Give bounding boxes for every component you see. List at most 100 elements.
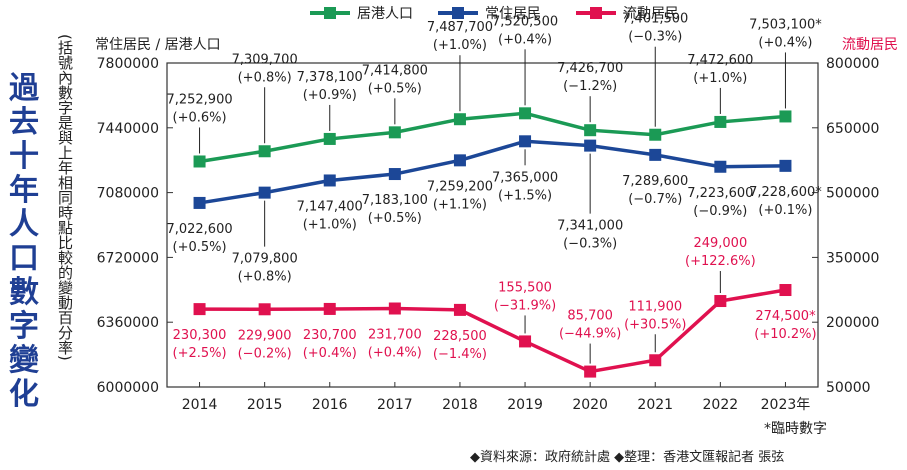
data-point xyxy=(519,335,532,348)
data-label-change: (+1.5%) xyxy=(498,188,552,203)
x-tick-label: 2022 xyxy=(703,397,739,413)
data-label: 7,472,600 xyxy=(687,53,753,68)
data-label-change: (+0.9%) xyxy=(303,88,357,103)
data-label-change: (+0.1%) xyxy=(758,203,812,218)
data-label-change: (−0.2%) xyxy=(238,346,292,361)
data-label: 7,426,700 xyxy=(557,61,623,76)
source-note: ◆資料來源：政府統計處 ◆整理：香港文匯報記者 張弦 xyxy=(470,450,785,465)
data-point xyxy=(323,302,336,315)
data-label: 7,259,200 xyxy=(427,179,493,194)
data-label: 7,228,600* xyxy=(749,185,822,200)
data-point xyxy=(779,159,792,172)
data-point xyxy=(258,186,271,199)
series-line-1 xyxy=(199,111,786,164)
legend-marker xyxy=(324,7,336,19)
data-point xyxy=(779,284,792,297)
data-label: 249,000 xyxy=(693,236,747,251)
data-label-change: (+10.2%) xyxy=(754,327,816,342)
x-tick-label: 2020 xyxy=(572,397,608,413)
chart-title: 過去十年人口數字變化 xyxy=(9,71,39,412)
x-tick-label: 2014 xyxy=(182,397,218,413)
data-label-change: (+0.4%) xyxy=(758,35,812,50)
data-label-change: (+0.4%) xyxy=(498,32,552,47)
data-label-change: (−1.2%) xyxy=(563,79,617,94)
data-label-change: (+0.5%) xyxy=(368,81,422,96)
data-label-change: (+0.5%) xyxy=(173,240,227,255)
data-label-change: (+122.6%) xyxy=(685,254,756,269)
data-point xyxy=(453,154,466,167)
data-label: 7,223,600 xyxy=(687,186,753,201)
data-label-change: (+1.0%) xyxy=(693,71,747,86)
data-point xyxy=(649,354,662,367)
left-tick-label: 7440000 xyxy=(97,121,159,137)
data-label: 7,487,700 xyxy=(427,20,493,35)
data-label-change: (+0.8%) xyxy=(238,270,292,285)
provisional-note: *臨時數字 xyxy=(764,421,827,437)
data-point xyxy=(714,115,727,128)
data-point xyxy=(519,135,532,148)
right-tick-label: 200000 xyxy=(826,315,879,331)
x-tick-label: 2021 xyxy=(637,397,673,413)
left-tick-label: 7800000 xyxy=(97,56,159,72)
data-label-change: (+1.0%) xyxy=(303,217,357,232)
data-point xyxy=(323,132,336,145)
data-label: 228,500 xyxy=(433,329,487,344)
x-tick-label: 2019 xyxy=(507,397,543,413)
data-point xyxy=(388,302,401,315)
data-point xyxy=(779,110,792,123)
data-label: 7,183,100 xyxy=(362,193,428,208)
data-label-change: (−0.9%) xyxy=(693,204,747,219)
data-label: 7,309,700 xyxy=(232,52,298,67)
x-tick-label: 2015 xyxy=(247,397,283,413)
data-label-change: (+0.8%) xyxy=(238,70,292,85)
data-label-change: (+0.6%) xyxy=(173,110,227,125)
series-line-2 xyxy=(199,139,786,205)
data-point xyxy=(453,113,466,126)
legend-label: 流動居民 xyxy=(623,6,679,22)
data-label-change: (−1.4%) xyxy=(433,347,487,362)
x-tick-label: 2023年 xyxy=(761,397,811,413)
data-label: 229,900 xyxy=(238,328,292,343)
data-label: 7,414,800 xyxy=(362,63,428,78)
data-point xyxy=(584,365,597,378)
data-point xyxy=(453,303,466,316)
legend-marker xyxy=(452,7,464,19)
data-point xyxy=(714,160,727,173)
data-label-change: (−0.3%) xyxy=(628,30,682,45)
data-label: 7,079,800 xyxy=(232,252,298,267)
left-tick-label: 7080000 xyxy=(97,186,159,202)
right-tick-label: 50000 xyxy=(826,380,871,396)
left-tick-label: 6000000 xyxy=(97,380,159,396)
data-point xyxy=(258,145,271,158)
data-label: 7,341,000 xyxy=(557,219,623,234)
data-label: 7,252,900 xyxy=(166,92,232,107)
x-tick-label: 2017 xyxy=(377,397,413,413)
left-tick-label: 6360000 xyxy=(97,315,159,331)
right-tick-label: 350000 xyxy=(826,250,879,266)
data-label: 274,500* xyxy=(755,309,816,324)
data-point xyxy=(388,126,401,139)
right-axis-title: 流動居民 xyxy=(842,37,898,53)
data-point xyxy=(193,303,206,316)
data-point xyxy=(258,303,271,316)
data-label-change: (+0.5%) xyxy=(368,211,422,226)
data-point xyxy=(388,168,401,181)
right-tick-label: 650000 xyxy=(826,121,879,137)
data-point xyxy=(193,155,206,168)
plot-frame xyxy=(166,62,819,388)
data-label-change: (−44.9%) xyxy=(559,327,621,342)
data-point xyxy=(323,174,336,187)
data-label: 7,147,400 xyxy=(297,199,363,214)
data-label-change: (+30.5%) xyxy=(624,317,686,332)
data-label: 7,401,500 xyxy=(622,12,688,27)
data-label-change: (+2.5%) xyxy=(173,346,227,361)
data-point xyxy=(193,196,206,209)
chart-subtitle: (括號內數字是與上年相同時點比較的變動百分率) xyxy=(56,34,74,361)
data-label-change: (−0.3%) xyxy=(563,237,617,252)
right-tick-label: 500000 xyxy=(826,186,879,202)
data-point xyxy=(584,139,597,152)
data-label-change: (−31.9%) xyxy=(494,298,556,313)
legend-marker xyxy=(590,7,602,19)
